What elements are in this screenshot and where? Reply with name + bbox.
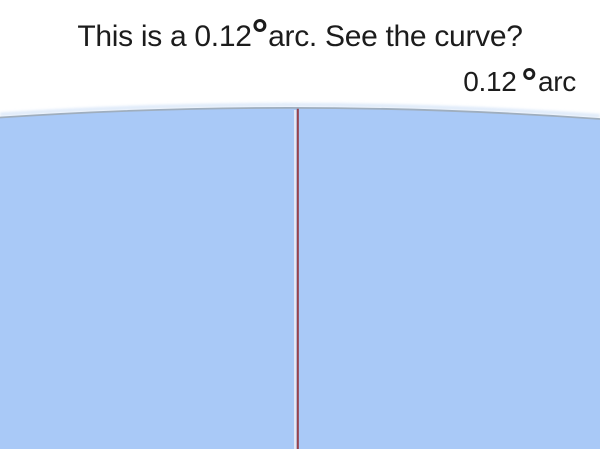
degree-symbol-icon: °	[251, 11, 269, 58]
arc-top-glow	[0, 102, 600, 118]
degree-symbol-icon: °	[521, 60, 537, 104]
arc-label-unit: arc	[538, 66, 576, 97]
earth-arc-fill	[0, 107, 600, 449]
title-text-prefix: This is a 0.12	[77, 20, 252, 53]
earth-arc-border	[0, 106, 600, 120]
title-text-suffix: arc. See the curve?	[268, 20, 523, 53]
arc-measure-label: 0.12 °arc	[463, 63, 576, 102]
arc-label-value: 0.12	[463, 66, 517, 97]
slide-title: This is a 0.12°arc. See the curve?	[0, 14, 600, 55]
